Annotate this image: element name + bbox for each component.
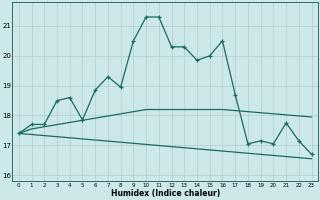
X-axis label: Humidex (Indice chaleur): Humidex (Indice chaleur) — [111, 189, 220, 198]
